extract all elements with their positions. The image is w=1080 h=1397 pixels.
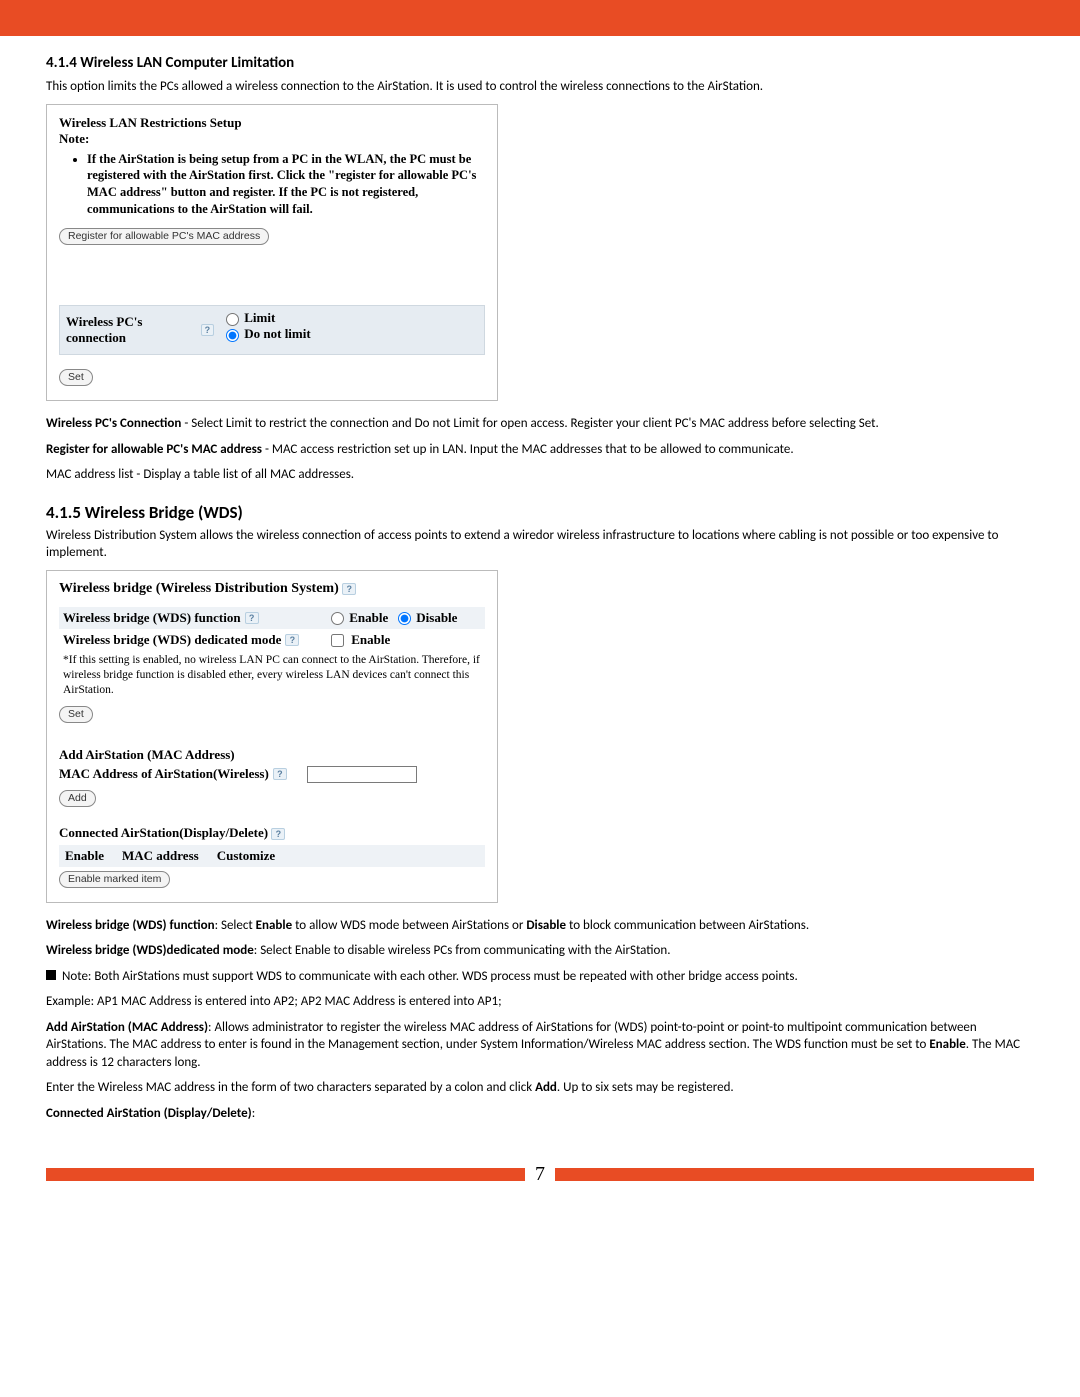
register-mac-button[interactable]: Register for allowable PC's MAC address: [59, 228, 269, 245]
page-number: 7: [535, 1163, 545, 1186]
radio-wds-disable-label: Disable: [416, 610, 457, 625]
screenshot-wlan-restrictions: Wireless LAN Restrictions Setup Note: If…: [46, 104, 498, 402]
help-icon[interactable]: ?: [273, 768, 287, 780]
section-heading-415: 4.1.5 Wireless Bridge (WDS): [46, 502, 1034, 523]
mac-address-input[interactable]: [307, 766, 417, 783]
ss2-title: Wireless bridge (Wireless Distribution S…: [59, 581, 339, 596]
enable-marked-item-button[interactable]: Enable marked item: [59, 871, 170, 888]
desc2-p4: Enter the Wireless MAC address in the fo…: [46, 1079, 1034, 1097]
desc1-p3: MAC address list - Display a table list …: [46, 466, 1034, 484]
set-button-ss2[interactable]: Set: [59, 706, 93, 723]
desc1-p1: Wireless PC's Connection - Select Limit …: [46, 415, 1034, 433]
radio-limit[interactable]: [226, 313, 239, 326]
help-icon[interactable]: ?: [201, 324, 214, 336]
radio-do-not-limit-label: Do not limit: [244, 326, 310, 341]
wireless-pc-connection-row: Wireless PC's connection ? Limit Do not …: [59, 305, 485, 355]
intro-text-414: This option limits the PCs allowed a wir…: [46, 78, 1034, 96]
radio-wds-enable-label: Enable: [349, 610, 388, 625]
wds-dedicated-label: Wireless bridge (WDS) dedicated mode: [63, 632, 281, 648]
set-button-ss1[interactable]: Set: [59, 369, 93, 386]
wds-note-text: *If this setting is enabled, no wireless…: [59, 651, 485, 706]
th-mac: MAC address: [122, 848, 199, 864]
radio-wds-enable[interactable]: [331, 612, 344, 625]
checkbox-wds-dedicated-enable[interactable]: [331, 634, 344, 647]
top-accent-bar: [0, 0, 1080, 36]
ss1-note-label: Note:: [59, 131, 485, 147]
help-icon[interactable]: ?: [245, 612, 259, 624]
mac-address-label: MAC Address of AirStation(Wireless): [59, 766, 269, 782]
footer-bar-right: [555, 1168, 1034, 1181]
desc2-example: Example: AP1 MAC Address is entered into…: [46, 993, 1034, 1011]
radio-do-not-limit[interactable]: [226, 329, 239, 342]
desc2-p3: Add AirStation (MAC Address): Allows adm…: [46, 1019, 1034, 1072]
help-icon[interactable]: ?: [285, 634, 299, 646]
radio-wds-disable[interactable]: [398, 612, 411, 625]
add-airstation-heading: Add AirStation (MAC Address): [59, 747, 485, 763]
connected-table-header: Enable MAC address Customize: [59, 845, 485, 867]
row-label: Wireless PC's connection: [66, 314, 197, 346]
desc2-p1: Wireless bridge (WDS) function: Select E…: [46, 917, 1034, 935]
desc2-p5: Connected AirStation (Display/Delete):: [46, 1105, 1034, 1123]
help-icon[interactable]: ?: [342, 583, 356, 595]
wds-function-row: Wireless bridge (WDS) function ? Enable …: [59, 607, 485, 629]
square-bullet-icon: [46, 970, 56, 980]
radio-limit-label: Limit: [244, 310, 275, 325]
intro-text-415: Wireless Distribution System allows the …: [46, 527, 1034, 562]
ss1-title: Wireless LAN Restrictions Setup: [59, 115, 485, 131]
desc2-note: Note: Both AirStations must support WDS …: [46, 968, 1034, 986]
section-heading-414: 4.1.4 Wireless LAN Computer Limitation: [46, 54, 1034, 72]
ss1-note-bullet: If the AirStation is being setup from a …: [87, 151, 485, 219]
th-enable: Enable: [65, 848, 104, 864]
connected-airstation-heading: Connected AirStation(Display/Delete): [59, 825, 268, 840]
desc1-p2: Register for allowable PC's MAC address …: [46, 441, 1034, 459]
wds-function-label: Wireless bridge (WDS) function: [63, 610, 241, 626]
screenshot-wds: Wireless bridge (Wireless Distribution S…: [46, 570, 498, 903]
add-button[interactable]: Add: [59, 790, 96, 807]
th-customize: Customize: [217, 848, 276, 864]
desc2-p2: Wireless bridge (WDS)dedicated mode: Sel…: [46, 942, 1034, 960]
page-footer: 7: [46, 1163, 1034, 1210]
wds-dedicated-row: Wireless bridge (WDS) dedicated mode ? E…: [59, 629, 485, 651]
help-icon[interactable]: ?: [271, 828, 285, 840]
footer-bar-left: [46, 1168, 525, 1181]
checkbox-wds-dedicated-label: Enable: [351, 632, 390, 647]
